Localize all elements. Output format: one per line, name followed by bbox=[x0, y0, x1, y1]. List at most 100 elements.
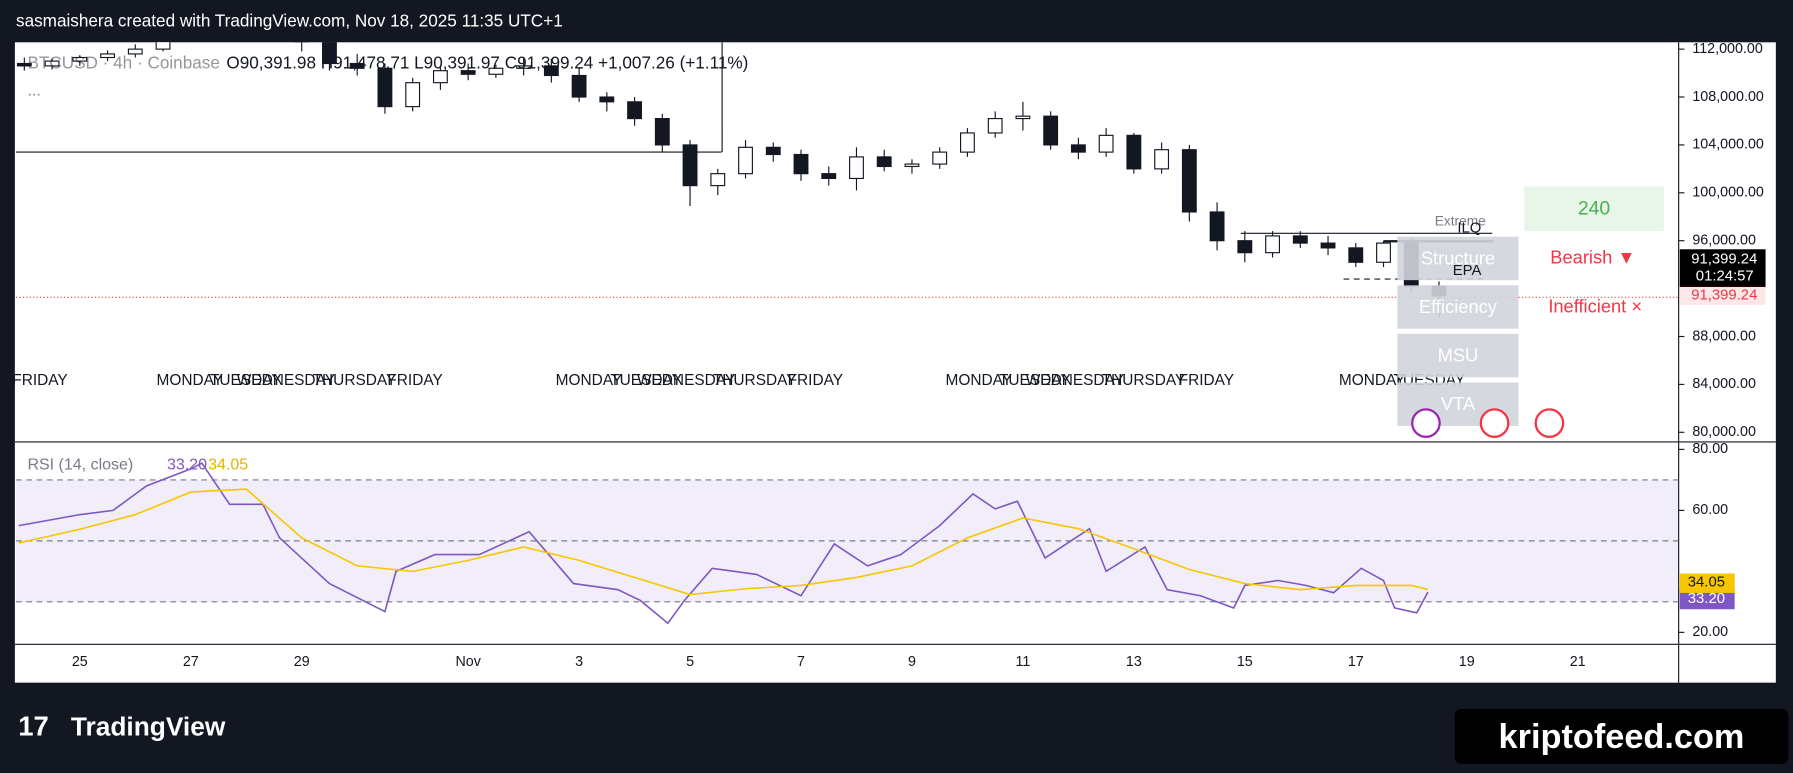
candle-body bbox=[904, 163, 920, 168]
candle-body bbox=[1376, 242, 1391, 263]
logo-mark: 17 bbox=[18, 711, 49, 742]
indicator-row-label: MSU bbox=[1438, 345, 1479, 366]
y-tick-label: 60.00 bbox=[1692, 502, 1728, 518]
legend-more: ... bbox=[27, 83, 40, 100]
rsi-line bbox=[18, 488, 1429, 596]
candle-body bbox=[100, 53, 115, 59]
session-label: WEDNESDAY bbox=[237, 372, 335, 389]
y-tick-label: 80,000.00 bbox=[1692, 424, 1756, 440]
x-tick-label: 21 bbox=[1570, 654, 1586, 670]
candle-body bbox=[1209, 211, 1225, 242]
rsi-legend-value: 33.20 bbox=[167, 457, 207, 474]
brand: TradingView bbox=[71, 711, 226, 741]
session-label: WEDNESDAY bbox=[637, 372, 735, 389]
rsi-title: RSI (14, close) bbox=[27, 457, 133, 474]
x-tick-label: 19 bbox=[1459, 654, 1475, 670]
session-label: THURSDAY bbox=[313, 372, 397, 389]
rsi-badge bbox=[1679, 573, 1735, 593]
candle-body bbox=[405, 82, 421, 108]
candle-body bbox=[654, 118, 670, 146]
bias: Bearish ▼ bbox=[1550, 246, 1635, 267]
icon[interactable] bbox=[1479, 408, 1510, 438]
candle-body bbox=[710, 173, 726, 187]
session-label: THURSDAY bbox=[713, 372, 797, 389]
header-title: sasmaishera created with TradingView.com… bbox=[16, 10, 563, 30]
rsi-band-fill bbox=[16, 479, 1679, 602]
indicator-row bbox=[1397, 285, 1519, 329]
candle-body bbox=[849, 156, 864, 180]
x-tick-label: 25 bbox=[72, 654, 88, 670]
countdown: 01:24:57 bbox=[1696, 269, 1754, 285]
x-tick-label: 3 bbox=[575, 654, 583, 670]
y-tick-label: 88,000.00 bbox=[1692, 328, 1756, 344]
icon[interactable] bbox=[1534, 408, 1565, 438]
candle-body bbox=[1126, 134, 1142, 170]
session-label: FRIDAY bbox=[1179, 372, 1234, 389]
session-label: MONDAY bbox=[946, 372, 1013, 389]
indicator-row bbox=[1397, 333, 1519, 378]
session-label: TUESDAY bbox=[999, 372, 1071, 389]
level-label: ILQ bbox=[1457, 221, 1481, 237]
session-label: THURSDAY bbox=[1102, 372, 1186, 389]
candle-body bbox=[1098, 134, 1114, 153]
candle-body bbox=[1181, 149, 1197, 213]
y-tick-label: 104,000.00 bbox=[1692, 137, 1764, 153]
candle-body bbox=[322, 42, 337, 65]
x-tick-label: 15 bbox=[1237, 654, 1253, 670]
legend-ohlc: O90,391.98 H91,478.71 L90,391.97 C91,399… bbox=[226, 53, 748, 73]
candle-body bbox=[765, 146, 781, 156]
candle-body bbox=[960, 132, 975, 153]
candle-body bbox=[127, 48, 143, 55]
session-label: FRIDAY bbox=[788, 372, 843, 389]
candle-body bbox=[377, 67, 393, 108]
session-label: WEDNESDAY bbox=[1026, 372, 1124, 389]
y-tick-label: 108,000.00 bbox=[1692, 89, 1764, 105]
session-label: MONDAY bbox=[157, 372, 224, 389]
x-tick-label: 7 bbox=[797, 654, 805, 670]
efficiency: Inefficient × bbox=[1548, 295, 1642, 316]
x-tick-label: 11 bbox=[1015, 654, 1030, 670]
watermark: kriptofeed.com bbox=[1499, 718, 1745, 756]
candle-body bbox=[571, 74, 587, 98]
x-tick-label: 9 bbox=[908, 654, 916, 670]
candle-body bbox=[460, 70, 476, 75]
candle-body bbox=[1237, 240, 1253, 254]
session-labels: FRIDAY MONDAYTUESDAYWEDNESDAYTHURSDAYFRID… bbox=[12, 372, 1465, 389]
rsi-badge-label: 34.05 bbox=[1688, 575, 1725, 591]
x-tick-label: 27 bbox=[183, 654, 199, 670]
candle-body bbox=[1043, 115, 1059, 146]
candle-body bbox=[1070, 144, 1086, 153]
timeframe-box bbox=[1524, 186, 1664, 231]
legend-symbol: BTCUSD · 4h · Coinbase bbox=[27, 53, 219, 73]
session-label: MONDAY bbox=[556, 372, 623, 389]
candle-body bbox=[1292, 235, 1308, 244]
rsi-pane bbox=[16, 462, 1679, 625]
candle-body bbox=[72, 56, 88, 62]
x-tick-label: Nov bbox=[455, 654, 481, 670]
icon[interactable] bbox=[1411, 408, 1441, 438]
x-tick-label: 13 bbox=[1126, 654, 1142, 670]
candle-body bbox=[987, 118, 1003, 134]
candle-body bbox=[155, 42, 171, 50]
rsi-badge-label: 33.20 bbox=[1688, 591, 1725, 607]
session-label: FRIDAY bbox=[387, 372, 442, 389]
candle-body bbox=[627, 101, 643, 120]
indicator-row-label: Structure bbox=[1421, 247, 1495, 268]
x-tick-label: 29 bbox=[294, 654, 310, 670]
indicator-row bbox=[1397, 236, 1519, 281]
price-badge bbox=[1679, 249, 1766, 288]
x-tick-label: 5 bbox=[686, 654, 694, 670]
candle-body bbox=[682, 144, 698, 187]
price-badge-label: 91,399.24 bbox=[1691, 251, 1757, 267]
price-line-label: 91,399.24 bbox=[1691, 288, 1757, 304]
candle-body bbox=[44, 60, 60, 67]
candle-body bbox=[1348, 247, 1364, 263]
rsi-badge bbox=[1679, 589, 1735, 610]
candle-body bbox=[738, 146, 753, 175]
watermark-box bbox=[1454, 708, 1789, 764]
candle-body bbox=[793, 153, 809, 175]
candle-body bbox=[543, 65, 559, 77]
candle-body bbox=[1265, 235, 1280, 254]
